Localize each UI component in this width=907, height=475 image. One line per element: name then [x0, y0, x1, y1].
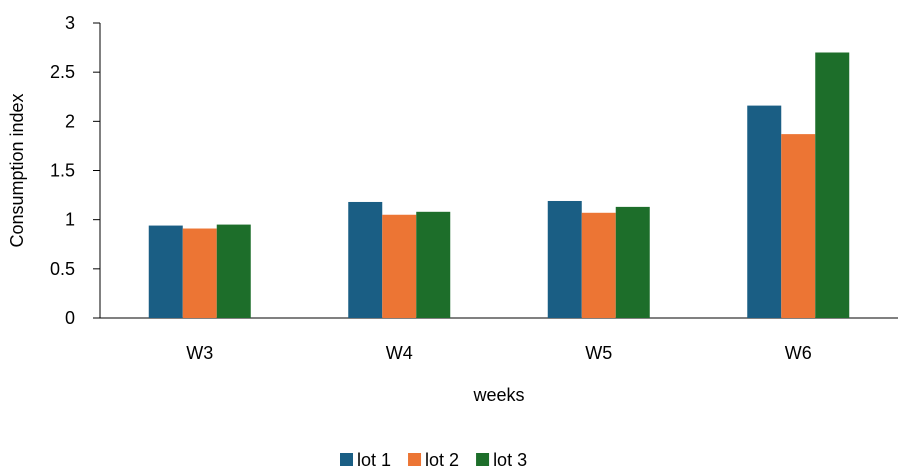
legend-swatch	[476, 453, 490, 466]
bar-lot-3-w4	[416, 211, 451, 318]
y-tick-label: 1	[65, 210, 75, 230]
bar-lot-2-w4	[382, 214, 417, 318]
legend-label: lot 2	[425, 450, 459, 470]
x-tick-label: W5	[585, 343, 612, 363]
bar-lot-1-w3	[148, 225, 183, 318]
bar-lot-3-w5	[615, 206, 650, 318]
bar-lot-1-w5	[547, 200, 582, 318]
y-tick-label: 0	[65, 308, 75, 328]
x-tick-label: W4	[386, 343, 413, 363]
y-tick-label: 1.5	[50, 161, 75, 181]
bar-lot-2-w6	[781, 134, 816, 318]
y-tick-label: 3	[65, 13, 75, 33]
y-axis-title: Consumption index	[7, 93, 27, 247]
legend: lot 1 lot 2 lot 3	[340, 450, 527, 470]
bar-lot-2-w3	[182, 228, 217, 318]
y-tick-label: 0.5	[50, 259, 75, 279]
y-axis: 0 0.5 1 1.5 2 2.5 3	[50, 13, 101, 328]
y-tick-label: 2.5	[50, 62, 75, 82]
bars	[148, 52, 850, 318]
bar-lot-3-w6	[815, 52, 850, 318]
legend-label: lot 1	[357, 450, 391, 470]
bar-lot-1-w4	[348, 201, 383, 318]
x-tick-label: W3	[186, 343, 213, 363]
y-tick-label: 2	[65, 111, 75, 131]
bar-lot-3-w3	[216, 224, 251, 318]
x-axis-title: weeks	[472, 385, 524, 405]
legend-label: lot 3	[493, 450, 527, 470]
legend-swatch	[408, 453, 422, 466]
legend-swatch	[340, 453, 353, 466]
x-axis: W3 W4 W5 W6	[100, 317, 898, 363]
x-tick-label: W6	[785, 343, 812, 363]
bar-lot-1-w6	[747, 105, 782, 318]
bar-lot-2-w5	[581, 212, 616, 318]
